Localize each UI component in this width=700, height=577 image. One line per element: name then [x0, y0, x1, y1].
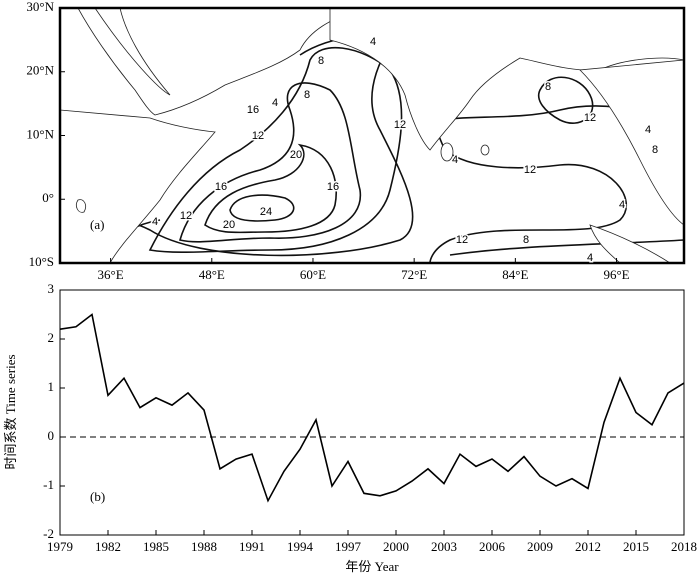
y-tick-label: 10°S: [29, 254, 54, 269]
y-axis-label: 时间系数 Time series: [3, 354, 18, 469]
contour-label: 12: [456, 234, 468, 246]
y-tick-label: 30°N: [26, 0, 54, 14]
x-tick-label: 2006: [479, 539, 506, 554]
land: [60, 109, 216, 263]
x-tick-label: 36°E: [98, 267, 124, 282]
series-line: [59, 313, 685, 503]
contour-label: 12: [252, 130, 264, 142]
contour-label: 4: [587, 252, 593, 264]
contour-line: [449, 239, 684, 256]
contour-label: 8: [523, 234, 529, 246]
y-tick-label: 1: [48, 379, 55, 394]
x-tick-label: 48°E: [199, 267, 225, 282]
panel-label: (a): [90, 217, 104, 232]
plot-frame: [59, 289, 685, 536]
x-tick-label: 1988: [191, 539, 217, 554]
contour-label: 20: [290, 149, 302, 161]
y-tick-label: 0°: [42, 190, 54, 205]
island: [76, 199, 86, 213]
x-axis-label: 年份 Year: [345, 559, 399, 574]
contour-label: 8: [318, 55, 324, 67]
x-tick-label: 2018: [671, 539, 697, 554]
x-tick-label: 84°E: [502, 267, 528, 282]
y-tick-label: -1: [43, 477, 54, 492]
contour-line: [229, 194, 295, 222]
contour-label: 16: [327, 181, 339, 193]
y-tick-label: 10°N: [26, 126, 54, 141]
y-tick-label: 2: [48, 330, 55, 345]
x-tick-label: 2003: [431, 539, 457, 554]
contour-line: [204, 143, 337, 234]
x-tick-label: 1979: [47, 539, 73, 554]
x-tick-label: 2012: [575, 539, 601, 554]
x-tick-label: 2015: [623, 539, 649, 554]
contour-label: 12: [584, 112, 596, 124]
x-tick-label: 2000: [383, 539, 409, 554]
contour-label: 8: [652, 144, 658, 156]
contour-label: 4: [452, 154, 458, 166]
contour-label: 16: [247, 104, 259, 116]
contour-label: 4: [370, 36, 376, 48]
x-tick-label: 72°E: [401, 267, 427, 282]
contour-label: 20: [223, 219, 235, 231]
panel-label: (b): [90, 489, 105, 504]
land: [60, 8, 361, 116]
contour-label: 8: [304, 89, 310, 101]
x-tick-label: 1994: [287, 539, 314, 554]
contour-label: 24: [260, 206, 272, 218]
contour-label: 4: [152, 216, 158, 228]
contour-label: 4: [619, 199, 625, 211]
contour-line: [60, 8, 421, 257]
land: [94, 8, 171, 96]
y-tick-label: 3: [48, 281, 55, 296]
y-tick-label: -2: [43, 526, 54, 541]
contour-label: 12: [180, 210, 192, 222]
contour-label: 4: [645, 124, 651, 136]
contour-line: [179, 82, 362, 243]
x-tick-label: 96°E: [603, 267, 629, 282]
contour-label: 8: [545, 81, 551, 93]
land: [589, 224, 671, 263]
x-tick-label: 60°E: [300, 267, 326, 282]
y-tick-label: 20°N: [26, 63, 54, 78]
x-tick-label: 1991: [239, 539, 265, 554]
contour-label: 16: [215, 181, 227, 193]
x-tick-label: 1997: [335, 539, 362, 554]
contour-line: [538, 76, 594, 124]
contour-label: 12: [524, 164, 536, 176]
x-tick-label: 1985: [143, 539, 169, 554]
land: [579, 59, 684, 226]
island: [480, 144, 490, 156]
contour-label: 12: [394, 119, 406, 131]
x-tick-label: 1982: [95, 539, 121, 554]
x-tick-label: 2009: [527, 539, 553, 554]
contour-label: 4: [272, 97, 278, 109]
island: [440, 142, 454, 162]
y-tick-label: 0: [48, 428, 55, 443]
